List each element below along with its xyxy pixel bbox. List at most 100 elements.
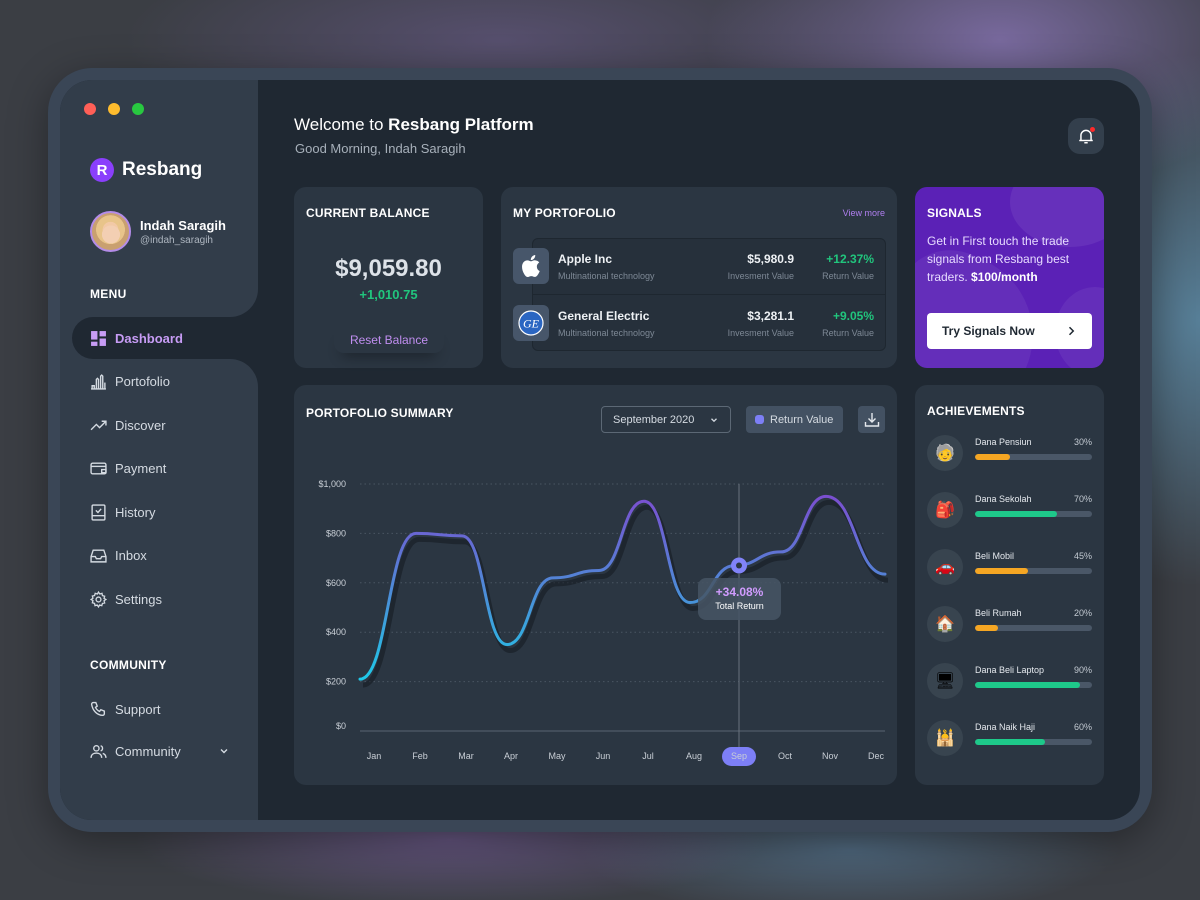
achievement-item[interactable]: 🚗 Beli Mobil 45% [927,549,1092,585]
reset-balance-button[interactable]: Reset Balance [334,327,444,353]
return-value-chart[interactable]: $0 $200 $400 $600 $800 $1,000 Jan Feb Mar Apr May… [294,385,897,785]
x-tick-label[interactable]: Oct [778,751,793,761]
svg-text:GE: GE [523,317,540,331]
chevron-down-icon [711,417,717,422]
sidebar-item-settings[interactable]: Settings [90,589,240,609]
try-signals-button[interactable]: Try Signals Now [927,313,1092,349]
stock-sector: Multinational technology [558,327,655,338]
achievement-item[interactable]: 🎒 Dana Sekolah 70% [927,492,1092,528]
card-title: MY PORTOFOLIO [513,206,616,220]
x-tick-label[interactable]: Jan [367,751,382,761]
x-tick-label[interactable]: Mar [458,751,474,761]
minimize-window-button[interactable] [108,103,120,115]
sidebar-item-history[interactable]: History [90,502,240,522]
x-tick-label[interactable]: Dec [868,751,885,761]
y-tick-label: $400 [326,627,346,637]
achievement-percent: 30% [1073,437,1092,447]
button-label: Try Signals Now [942,324,1035,338]
x-tick-label[interactable]: Nov [822,751,839,761]
y-tick-label: $200 [326,677,346,687]
sidebar-item-payment[interactable]: Payment [90,458,240,478]
divider [532,294,886,295]
chart-tooltip: +34.08% Total Return [698,578,781,620]
sidebar-item-label: Dashboard [115,330,183,346]
platform-name: Resbang Platform [388,115,534,134]
view-more-link[interactable]: View more [842,208,885,218]
month-select-dropdown[interactable]: September 2020 [601,406,731,433]
close-window-button[interactable] [84,103,96,115]
sidebar-item-label: History [115,504,156,520]
sidebar-item-community[interactable]: Community [90,741,230,761]
tooltip-label: Total Return [715,601,764,611]
achievement-progress-bar [975,454,1092,460]
stock-row-apple[interactable]: Apple Inc Multinational technology $5,98… [513,238,886,294]
bell-icon [1079,129,1093,144]
investment-value: $3,281.1 [747,308,794,323]
achievement-progress-bar [975,511,1092,517]
x-axis-labels: Jan Feb Mar Apr May Jun Jul Aug Sep Oct Nov Dec [367,747,885,766]
chevron-right-icon [1068,326,1075,336]
dashboard-icon [91,330,106,346]
x-tick-label[interactable]: Aug [686,751,702,761]
x-tick-label[interactable]: Apr [504,751,518,761]
x-tick-label[interactable]: Jul [642,751,654,761]
investment-label: Invesment Value [727,327,794,338]
user-handle: @indah_saragih [140,234,213,246]
users-icon [90,744,107,758]
achievement-item[interactable]: 🖥 Dana Beli Laptop 90% [927,663,1092,699]
achievement-item[interactable]: 🕌 Dana Naik Haji 60% [927,720,1092,756]
stock-row-ge[interactable]: GE General Electric Multinational techno… [513,295,886,351]
chevron-down-icon[interactable] [218,745,230,757]
achievement-progress-bar [975,739,1092,745]
sidebar-item-dashboard[interactable]: Dashboard [90,328,240,348]
sidebar-item-label: Portofolio [115,373,170,389]
achievement-item[interactable]: 🧓 Dana Pensiun 30% [927,435,1092,471]
line-shadow [362,499,889,688]
notification-button[interactable] [1068,118,1104,154]
main-content: Welcome to Resbang Platform Good Morning… [258,80,1140,820]
phone-icon [90,701,106,716]
history-checklist-icon [91,503,106,521]
signals-text: Get in First touch the trade signals fro… [927,234,1070,284]
achievement-percent: 45% [1073,551,1092,561]
stock-sector: Multinational technology [558,270,655,281]
x-tick-label[interactable]: May [548,751,566,761]
sidebar-item-label: Support [115,701,161,717]
x-tick-label[interactable]: Sep [731,751,747,761]
return-value: +12.37% [826,251,874,266]
selected-month-pill[interactable] [722,747,756,766]
achievement-name: Dana Pensiun [975,437,1032,447]
maximize-window-button[interactable] [132,103,144,115]
brand-logo-icon: R [90,158,114,182]
achievements-card: ACHIEVEMENTS 🧓 Dana Pensiun 30% 🎒 Dana Sekol… [915,385,1104,785]
unread-indicator [1090,127,1095,132]
sidebar-item-inbox[interactable]: Inbox [90,545,240,565]
window-controls [84,103,144,115]
brand-logo[interactable]: R Resbang [90,158,202,182]
progress-fill [975,625,999,631]
download-button[interactable] [858,406,885,433]
x-tick-label[interactable]: Jun [596,751,611,761]
card-title: ACHIEVEMENTS [927,404,1025,418]
avatar [90,211,131,252]
achievement-item[interactable]: 🏠 Beli Rumah 20% [927,606,1092,642]
achievement-icon: 🕌 [927,720,963,756]
chart-grid [360,483,885,683]
legend-return-value[interactable]: Return Value [746,406,843,433]
sidebar-item-support[interactable]: Support [90,699,240,719]
balance-change: +1,010.75 [359,287,418,302]
community-section-label: COMMUNITY [90,658,167,672]
selected-data-point[interactable] [731,557,747,574]
selected-month: September 2020 [613,413,695,426]
achievement-icon: 🚗 [927,549,963,585]
x-tick-label[interactable]: Feb [412,751,428,761]
card-title: CURRENT BALANCE [306,206,430,220]
achievement-icon: 🖥 [927,663,963,699]
my-portfolio-card: MY PORTOFOLIO View more Apple Inc Multin… [501,187,897,368]
user-profile[interactable]: Indah Saragih @indah_saragih [90,211,226,252]
achievement-percent: 60% [1073,722,1092,732]
sidebar-item-discover[interactable]: Discover [90,415,240,435]
progress-fill [975,682,1081,688]
sidebar-item-portofolio[interactable]: Portofolio [90,371,240,391]
download-icon [864,412,879,427]
